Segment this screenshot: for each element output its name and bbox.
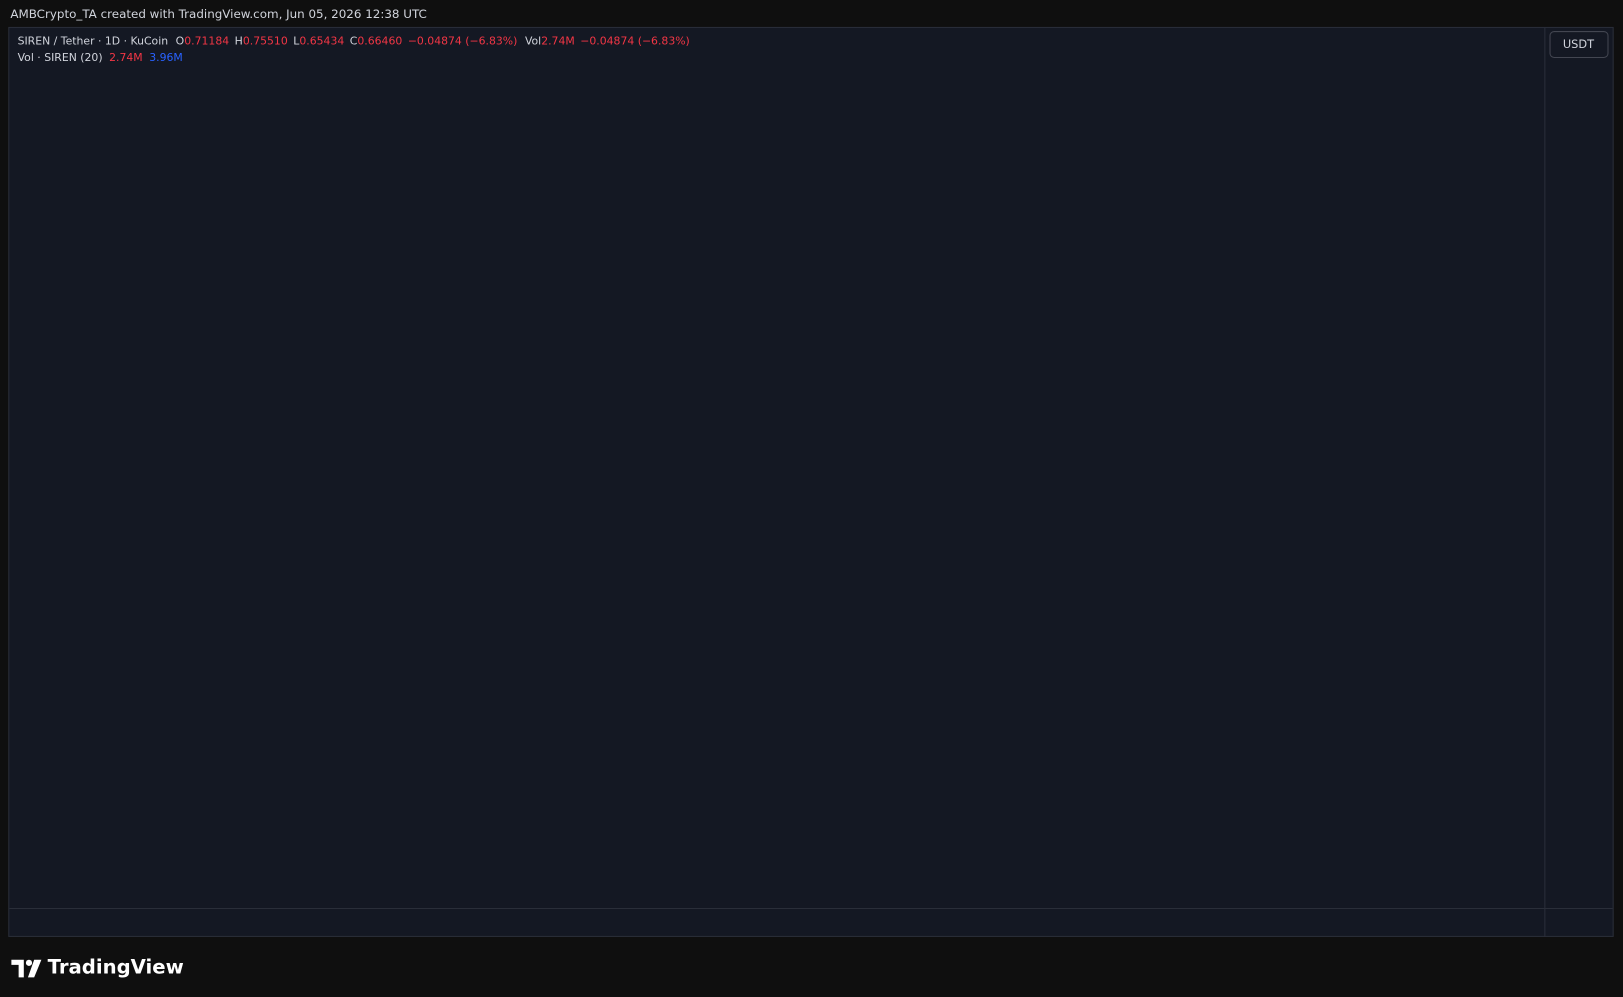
currency-button[interactable] (1549, 31, 1609, 58)
legend-label: C (350, 34, 358, 47)
header: AMBCrypto_TA created with TradingView.co… (10, 7, 426, 21)
legend-label: Vol (525, 34, 541, 47)
volume-value: 2.74M (109, 51, 143, 64)
currency[interactable]: USDT (1563, 37, 1594, 51)
legend-label: L (293, 34, 299, 47)
legend-label: O (176, 34, 185, 47)
logo-icon (11, 959, 42, 978)
legend-change: −0.04874 (−6.83%) (408, 34, 518, 47)
chart-frame (8, 26, 1614, 937)
legend-row: SIREN / Tether · 1D · KuCoin O0.71184 H0… (18, 34, 690, 47)
volume-legend: Vol · SIREN (20) 2.74M 3.96M (18, 51, 183, 64)
volume-name: Vol · SIREN (20) (18, 51, 103, 64)
logo: TradingView (48, 956, 184, 979)
legend-change: −0.04874 (−6.83%) (580, 34, 690, 47)
legend-value: 2.74M (541, 34, 575, 47)
symbol: SIREN / Tether · 1D · KuCoin (18, 34, 168, 47)
volume-ma-value: 3.96M (149, 51, 183, 64)
legend-value: 0.65434 (299, 34, 344, 47)
legend-value: 0.66460 (357, 34, 402, 47)
legend-value: 0.75510 (243, 34, 288, 47)
legend-value: 0.71184 (184, 34, 229, 47)
legend-label: H (235, 34, 243, 47)
